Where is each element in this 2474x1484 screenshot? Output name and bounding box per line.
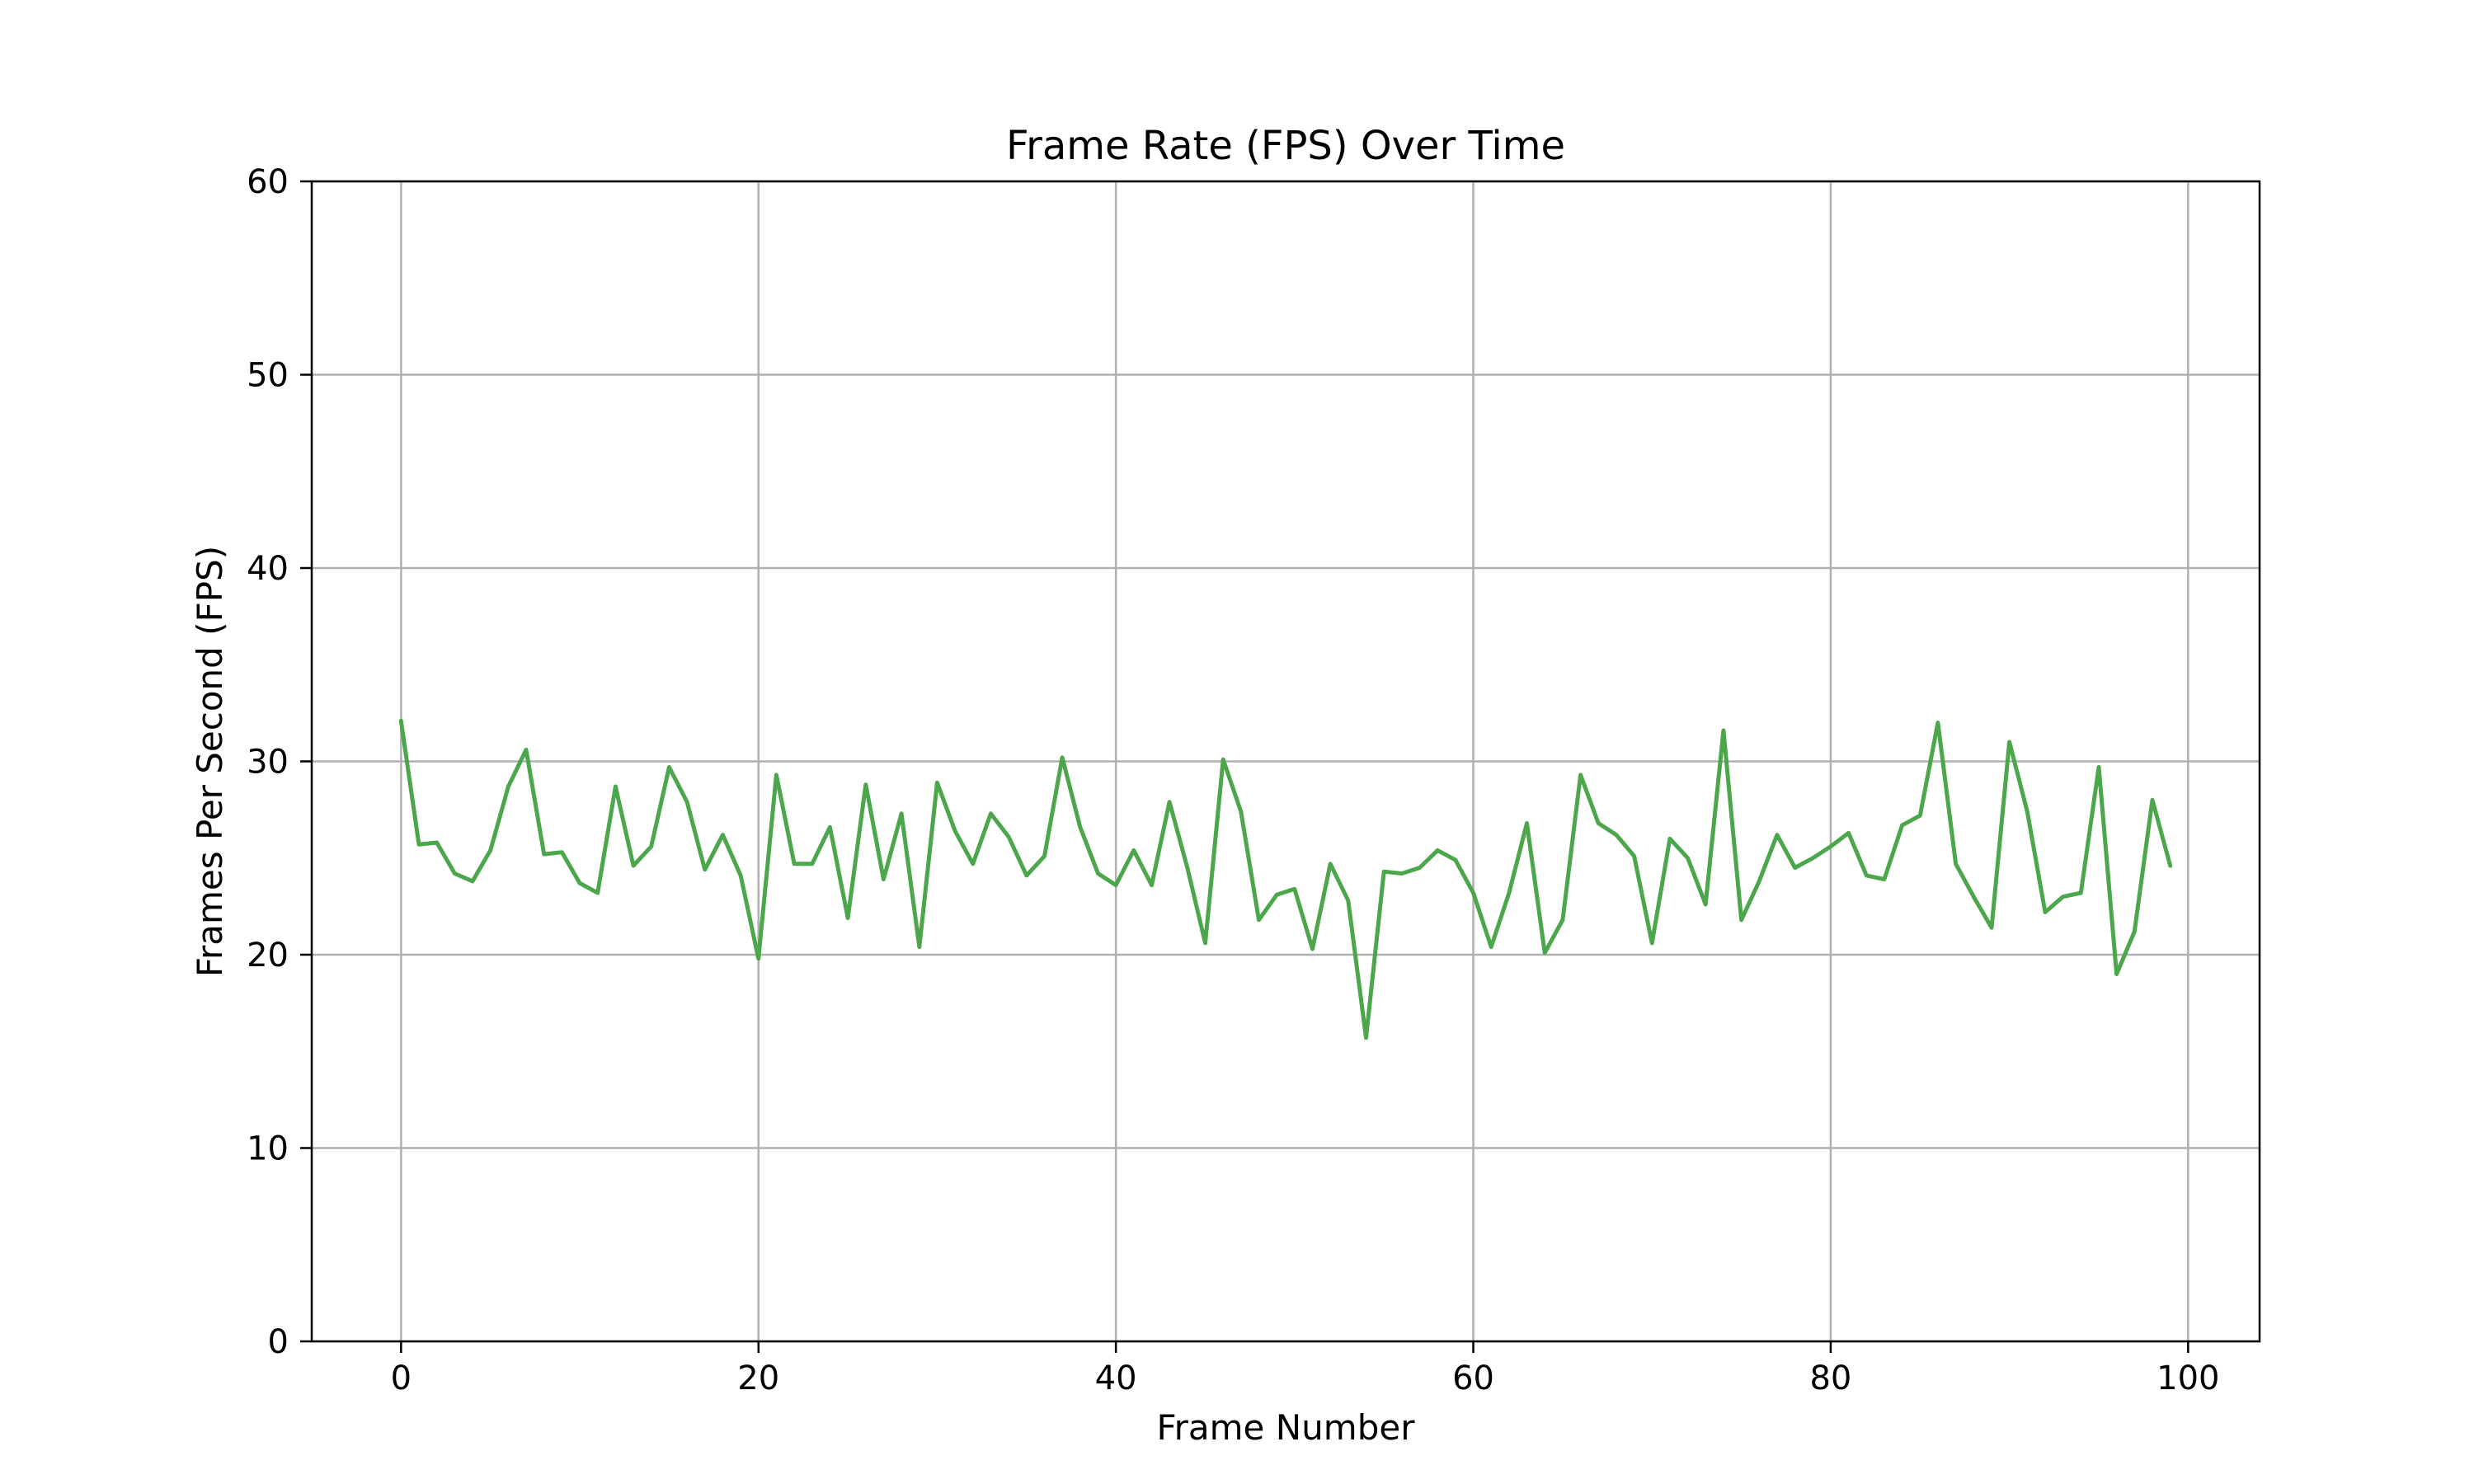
y-tick-label-0: 0	[268, 1323, 289, 1361]
series-layer	[398, 718, 2173, 1040]
axis-ticks: 0 20 40 60 80 100 0 10 20 30 40 50 60	[247, 163, 2219, 1397]
y-tick-label-60: 60	[247, 163, 289, 201]
y-tick-label-20: 20	[247, 937, 289, 974]
y-tick-label-30: 30	[247, 744, 289, 782]
fps-series-line	[398, 718, 2173, 1040]
x-tick-label-80: 80	[1809, 1360, 1851, 1397]
x-tick-label-0: 0	[391, 1360, 412, 1397]
y-axis-title: Frames Per Second (FPS)	[190, 546, 230, 977]
x-tick-label-100: 100	[2157, 1360, 2219, 1397]
y-tick-label-50: 50	[247, 357, 289, 395]
chart-title: Frame Rate (FPS) Over Time	[1006, 123, 1565, 169]
y-tick-label-40: 40	[247, 550, 289, 588]
x-tick-label-20: 20	[737, 1360, 779, 1397]
x-tick-label-40: 40	[1095, 1360, 1137, 1397]
y-tick-label-10: 10	[247, 1130, 289, 1168]
x-axis-title: Frame Number	[1157, 1407, 1416, 1448]
x-tick-label-60: 60	[1452, 1360, 1494, 1397]
